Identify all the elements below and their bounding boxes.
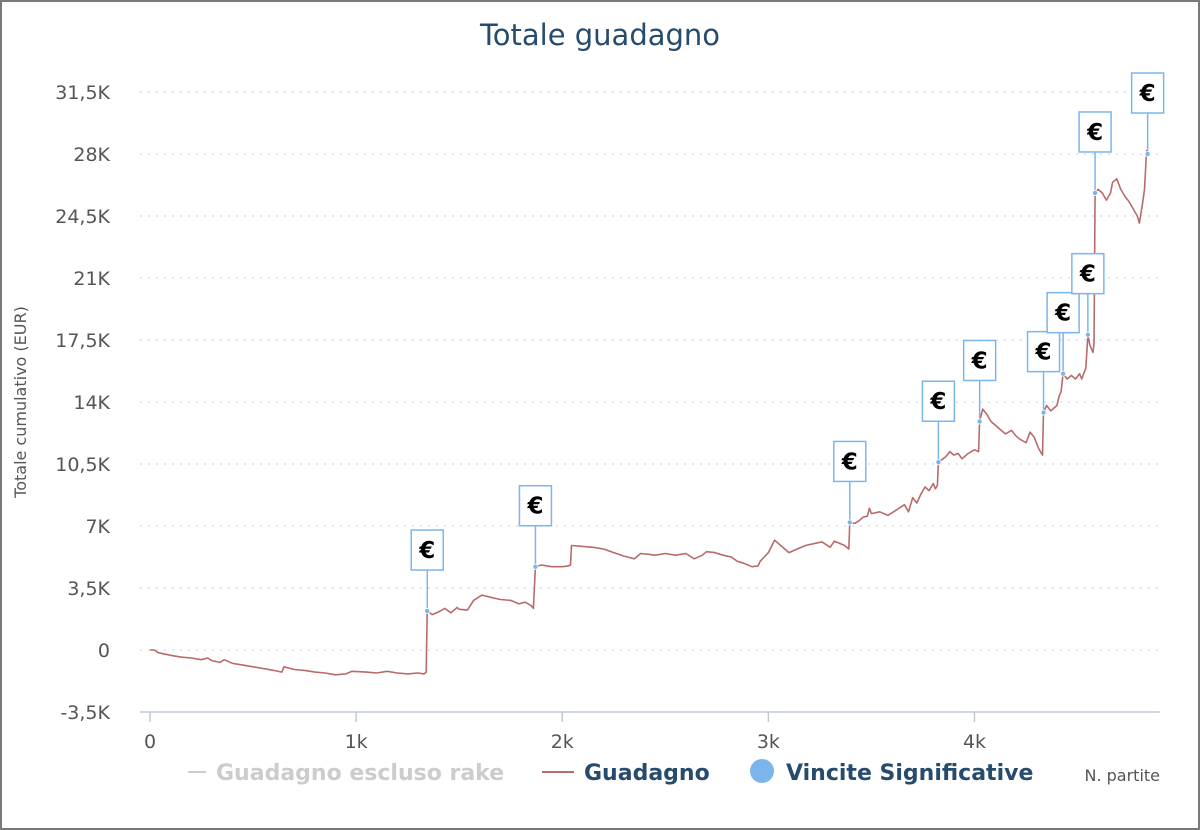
flag-marker: € xyxy=(833,440,867,526)
y-tick-label: 14K xyxy=(73,392,110,414)
flag-point xyxy=(976,418,983,425)
flag-box xyxy=(410,529,444,571)
flag-marker: € xyxy=(410,529,444,615)
y-tick-label: 31,5K xyxy=(55,82,110,104)
y-axis-title: Totale cumulativo (EUR) xyxy=(11,306,30,499)
flag-point xyxy=(935,459,942,466)
flag-euro-label: € xyxy=(971,348,988,374)
y-tick-label: -3,5K xyxy=(60,702,110,724)
flag-box xyxy=(962,339,997,382)
flag-point xyxy=(1144,150,1151,157)
y-tick-label: 17,5K xyxy=(55,330,110,352)
legend-label: Guadagno xyxy=(584,761,710,786)
series-line-guadagno xyxy=(150,149,1149,676)
x-tick-label: 2k xyxy=(551,731,574,753)
y-tick-label: 7K xyxy=(85,516,110,538)
y-tick-label: 21K xyxy=(73,268,110,290)
flag-marker: € xyxy=(518,484,553,570)
legend-swatch xyxy=(750,759,774,783)
flag-box xyxy=(1026,330,1061,373)
flag-euro-label: € xyxy=(1139,81,1156,107)
series-layer xyxy=(150,149,1149,676)
x-tick-label: 4k xyxy=(963,731,986,753)
flag-point xyxy=(1084,331,1091,338)
x-axis: 0 1k 2k 3k 4k xyxy=(140,711,1160,753)
y-tick-label: 10,5K xyxy=(55,454,110,476)
flag-marker: € xyxy=(962,339,997,425)
y-tick-label: 28K xyxy=(73,144,110,166)
flag-euro-label: € xyxy=(526,494,543,520)
flag-euro-label: € xyxy=(841,449,858,475)
flag-box xyxy=(1071,252,1105,295)
flag-euro-label: € xyxy=(1086,120,1103,146)
legend: Guadagno escluso rake Guadagno Vincite Sig… xyxy=(188,759,1033,786)
legend-item: Guadagno xyxy=(542,761,710,786)
flag-point xyxy=(532,563,539,570)
flag-euro-label: € xyxy=(418,538,435,564)
flag-euro-label: € xyxy=(929,389,946,415)
y-tick-label: 24,5K xyxy=(55,206,110,228)
marker-layer: €€€€€ €€€€€ xyxy=(410,72,1165,615)
flag-box xyxy=(1046,291,1080,334)
flag-box xyxy=(921,380,956,422)
flag-box xyxy=(833,440,867,483)
legend-item: Guadagno escluso rake xyxy=(188,761,504,786)
flag-euro-label: € xyxy=(1035,340,1052,366)
legend-item: Vincite Significative xyxy=(750,759,1033,786)
flag-point xyxy=(1060,370,1067,377)
legend-label: Guadagno escluso rake xyxy=(216,761,504,786)
x-tick-label: 1k xyxy=(345,731,368,753)
flag-box xyxy=(518,484,553,527)
grid-layer xyxy=(140,91,1160,713)
flag-marker: € xyxy=(1046,291,1080,377)
flag-marker: € xyxy=(1130,72,1165,157)
flag-point xyxy=(424,608,431,615)
y-axis-ticks: -3,5K 0 3,5K 7K 10,5K 14K 17,5K 21K 24,5K 28K 31,5… xyxy=(55,82,110,724)
chart-title: Totale guadagno xyxy=(479,18,720,52)
flag-marker: € xyxy=(921,380,956,466)
flag-point xyxy=(1040,409,1047,416)
flag-marker: € xyxy=(1078,111,1112,196)
y-tick-label: 0 xyxy=(98,640,110,662)
flag-euro-label: € xyxy=(1054,301,1071,327)
legend-label: Vincite Significative xyxy=(786,761,1033,786)
flag-euro-label: € xyxy=(1079,262,1096,288)
flag-point xyxy=(846,519,853,526)
x-axis-title: N. partite xyxy=(1084,766,1160,785)
x-tick-label: 0 xyxy=(144,731,156,753)
flag-marker: € xyxy=(1071,252,1105,338)
x-tick-label: 3k xyxy=(757,731,780,753)
flag-point xyxy=(1092,189,1099,196)
flag-box xyxy=(1130,72,1165,114)
flag-box xyxy=(1078,111,1112,153)
y-tick-label: 3,5K xyxy=(67,578,110,600)
flag-marker: € xyxy=(1026,330,1061,416)
